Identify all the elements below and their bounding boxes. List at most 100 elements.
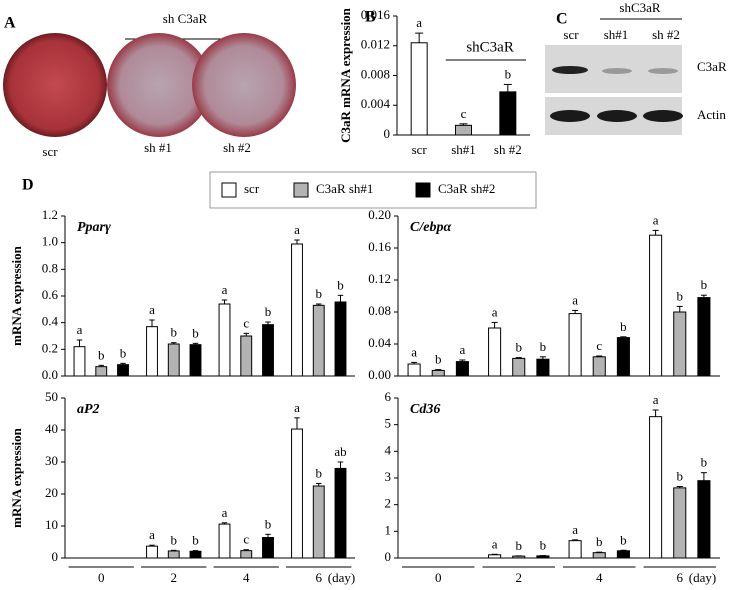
bar [616, 337, 630, 377]
y-tick-label: 0.008 [361, 66, 390, 81]
bar [334, 301, 347, 377]
y-tick-label: 0.08 [368, 303, 391, 318]
x-tick-label: 6 [316, 570, 323, 585]
legend-label: C3aR sh#2 [438, 181, 495, 196]
letter: b [171, 325, 178, 340]
y-axis-label: mRNA expression [9, 427, 24, 528]
x-tick-label: 6 [677, 570, 684, 585]
letter: a [572, 522, 578, 537]
bar [240, 550, 253, 559]
letter: a [411, 344, 417, 359]
bar [334, 467, 347, 559]
bar [592, 552, 606, 559]
letter: c [243, 315, 249, 330]
x-tick-label: sh#1 [451, 142, 476, 157]
bar [512, 555, 526, 559]
dish-label: sh #1 [144, 140, 172, 155]
y-tick-label: 6 [385, 389, 392, 404]
band-label: Actin [697, 107, 726, 122]
bar [312, 485, 325, 559]
bar [312, 304, 325, 377]
dish [3, 33, 107, 137]
bar [189, 550, 202, 559]
legend-swatch [293, 182, 309, 198]
bar [536, 358, 550, 377]
letter: a [653, 212, 659, 227]
letter: b [596, 534, 603, 549]
x-tick-label: scr [412, 142, 428, 157]
blot-band [602, 68, 632, 74]
letter: b [192, 533, 199, 548]
bar [512, 357, 526, 377]
y-tick-label: 0.12 [368, 271, 391, 286]
y-tick-label: 0.6 [42, 287, 59, 302]
bar [291, 243, 303, 377]
chart-title: Cd36 [410, 402, 440, 417]
letter: b [435, 352, 442, 367]
letter: a [653, 392, 659, 407]
legend-box [209, 171, 537, 209]
bar [488, 327, 502, 377]
letter: c [596, 338, 602, 353]
letter: b [540, 538, 547, 553]
letter: a [572, 292, 578, 307]
bar [291, 428, 303, 559]
letter: a [222, 505, 228, 520]
letter: a [149, 302, 155, 317]
bar [95, 366, 108, 377]
letter: a [492, 536, 498, 551]
letter: b [171, 532, 178, 547]
y-tick-label: 0.0 [42, 367, 58, 382]
lane-label: sh#1 [604, 27, 629, 42]
bar [649, 416, 663, 559]
letter: b [677, 288, 684, 303]
bar [431, 369, 445, 377]
panel-label: A [4, 15, 16, 32]
x-tick-label: 0 [435, 570, 442, 585]
y-tick-label: 1.0 [42, 234, 58, 249]
bar [262, 324, 274, 377]
group-label: shC3aR [466, 39, 514, 55]
letter: c [243, 532, 249, 547]
blot-band [552, 66, 588, 74]
bar [167, 550, 180, 559]
bar [568, 540, 582, 559]
letter: b [701, 277, 708, 292]
bar [592, 356, 606, 377]
y-axis-label: C3aR mRNA expression [338, 7, 353, 143]
letter: b [701, 455, 708, 470]
bar [189, 344, 202, 377]
x-tick-label: 2 [516, 570, 523, 585]
chart-title: C/ebpα [410, 220, 451, 235]
y-tick-label: 30 [45, 453, 58, 468]
dish-label: scr [42, 144, 58, 159]
bar [499, 91, 517, 136]
letter: b [120, 345, 127, 360]
letter: b [265, 516, 272, 531]
dish-label: sh #2 [223, 140, 251, 155]
blot-band [643, 110, 683, 122]
x-axis-label: (day) [328, 570, 355, 585]
bar [146, 326, 158, 377]
y-tick-label: 0.04 [368, 335, 391, 350]
letter: a [492, 304, 498, 319]
letter: a [460, 342, 466, 357]
bar [568, 313, 582, 377]
y-tick-label: 0.016 [361, 7, 391, 22]
group-label: shC3aR [619, 0, 661, 15]
bar [697, 480, 711, 559]
y-tick-label: 1 [385, 522, 392, 537]
y-tick-label: 2 [385, 496, 392, 511]
y-tick-label: 0.8 [42, 260, 58, 275]
bar [262, 537, 274, 559]
y-tick-label: 3 [385, 469, 392, 484]
y-tick-label: 50 [45, 389, 58, 404]
y-tick-label: 0.4 [42, 314, 59, 329]
dish [192, 33, 296, 137]
y-tick-label: 0 [384, 126, 391, 141]
letter: b [316, 286, 323, 301]
letter: b [516, 538, 523, 553]
band-label: C3aR [697, 59, 727, 74]
dish [107, 33, 211, 137]
